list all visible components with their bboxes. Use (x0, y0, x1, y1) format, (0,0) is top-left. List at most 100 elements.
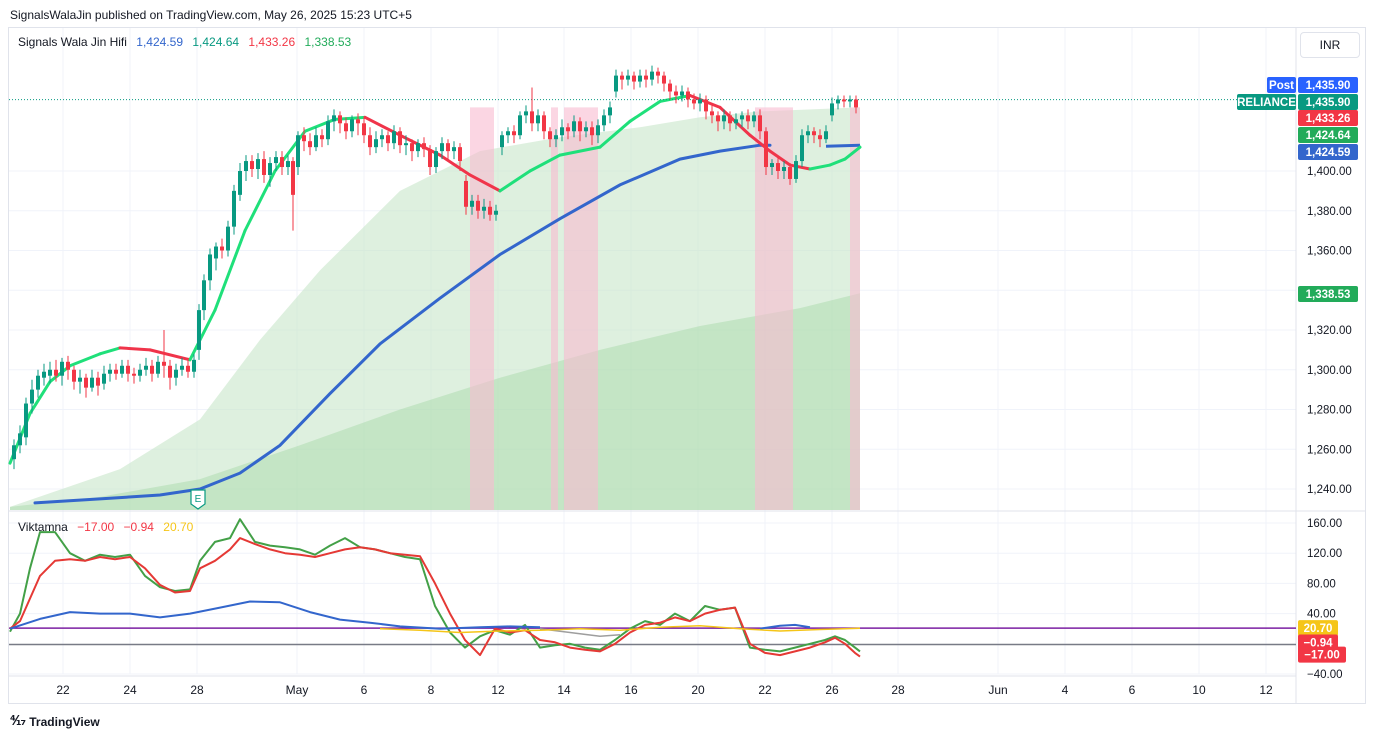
candle-body (18, 433, 22, 446)
candle-body (362, 123, 366, 136)
candle-body (704, 99, 708, 112)
osc-tag-bg (1298, 646, 1346, 663)
candle-body (824, 131, 828, 140)
currency-button[interactable]: INR (1300, 32, 1360, 58)
x-tick-label: 26 (825, 683, 839, 697)
x-tick-label: 10 (1192, 683, 1206, 697)
candle-body (722, 115, 726, 122)
fast-line-segment (68, 352, 102, 368)
value-tag-bg (1298, 127, 1358, 143)
candle-body (386, 135, 390, 144)
x-tick-label: 12 (491, 683, 505, 697)
y-tick-label: 1,280.00 (1307, 405, 1352, 417)
candle-body (156, 361, 160, 374)
candle-body (560, 127, 564, 136)
x-tick-label: 6 (361, 683, 368, 697)
legend-value-3: 1,433.26 (248, 35, 296, 49)
candle-body (434, 151, 438, 168)
candle-body (716, 115, 720, 122)
candle-body (686, 91, 690, 100)
candle-body (274, 157, 278, 164)
red-bands (470, 107, 860, 511)
candle-body (66, 361, 70, 370)
osc-y-tick-label: 80.00 (1307, 578, 1336, 590)
x-tick-label: 6 (1129, 683, 1136, 697)
candle-body (446, 143, 450, 152)
fast-line-segment (303, 117, 337, 133)
candle-body (440, 143, 444, 152)
candle-body (250, 161, 254, 170)
chart-frame (8, 27, 1366, 704)
osc-y-tick-label: −40.00 (1307, 669, 1343, 681)
base-fill (10, 293, 860, 510)
y-tick-label: 1,400.00 (1307, 166, 1352, 178)
fast-line-segment (438, 153, 472, 177)
symbol-tag: RELIANCE (1237, 97, 1296, 109)
fast-line-segment (598, 119, 632, 149)
fast-line-segment (28, 380, 52, 415)
osc-y-tick-label: 120.00 (1307, 548, 1342, 560)
oscillator-name[interactable]: Viktamna (18, 520, 68, 534)
x-tick-label: May (286, 683, 309, 697)
blue-ma-line (33, 143, 772, 505)
candle-body (186, 365, 190, 372)
tradingview-logo[interactable]: ⁴⁄₁₇ TradingView (10, 714, 100, 729)
x-tick-label: 16 (624, 683, 638, 697)
red-band (850, 107, 860, 511)
candle-body (596, 125, 600, 136)
candle-body (674, 91, 678, 96)
red-band (470, 107, 494, 511)
candle-body (220, 246, 224, 251)
candle-body (620, 75, 624, 80)
candle-body (806, 131, 810, 136)
y-tick-label: 1,320.00 (1307, 325, 1352, 337)
candle-body (202, 280, 206, 311)
indicator-name[interactable]: Signals Wala Jin Hifi (18, 35, 127, 49)
candle-body (590, 127, 594, 136)
candle-body (132, 373, 136, 376)
osc-line-blue (9, 600, 541, 630)
legend-value-4: 1,338.53 (304, 35, 352, 49)
candle-body (644, 75, 648, 80)
area-fills (10, 107, 860, 511)
candle-body (770, 163, 774, 168)
candle-body (836, 99, 840, 104)
candle-body (584, 127, 588, 132)
fast-line-segment (468, 173, 502, 193)
x-tick-label: 20 (691, 683, 705, 697)
candle-body (650, 71, 654, 80)
candle-body (524, 111, 528, 116)
candle-body (180, 365, 184, 370)
x-tick-label: 28 (891, 683, 905, 697)
fast-line-segment (148, 348, 192, 362)
candle-body (126, 365, 130, 374)
post-price-tag: 1,435.90 (1306, 80, 1351, 92)
fast-line-segment (843, 145, 862, 161)
candle-body (326, 121, 330, 140)
candle-body (174, 369, 178, 378)
candle-body (764, 131, 768, 168)
trend-fill (10, 107, 860, 511)
candle-body (530, 111, 534, 124)
candle-body (548, 131, 552, 140)
x-tick-label: 12 (1259, 683, 1273, 697)
candle-body (238, 171, 242, 195)
post-price-tag-bg (1298, 77, 1358, 93)
red-band (551, 107, 558, 511)
oscillator-legend: Viktamna −17.00 −0.94 20.70 (18, 520, 199, 534)
candle-body (36, 375, 40, 390)
candle-body (280, 157, 284, 168)
candle-body (536, 115, 540, 124)
candle-body (380, 135, 384, 140)
osc-line-yellow (379, 624, 861, 634)
value-tag: 1,424.59 (1306, 147, 1351, 159)
published-caption: SignalsWalaJin published on TradingView.… (10, 8, 412, 22)
osc-line-gray (539, 627, 621, 638)
candle-body (752, 115, 756, 122)
candle-body (344, 123, 348, 132)
legend-value-2: 1,424.64 (192, 35, 240, 49)
candle-body (404, 143, 408, 146)
earnings-marker[interactable]: E (190, 489, 206, 510)
fast-line-segment (808, 163, 832, 171)
